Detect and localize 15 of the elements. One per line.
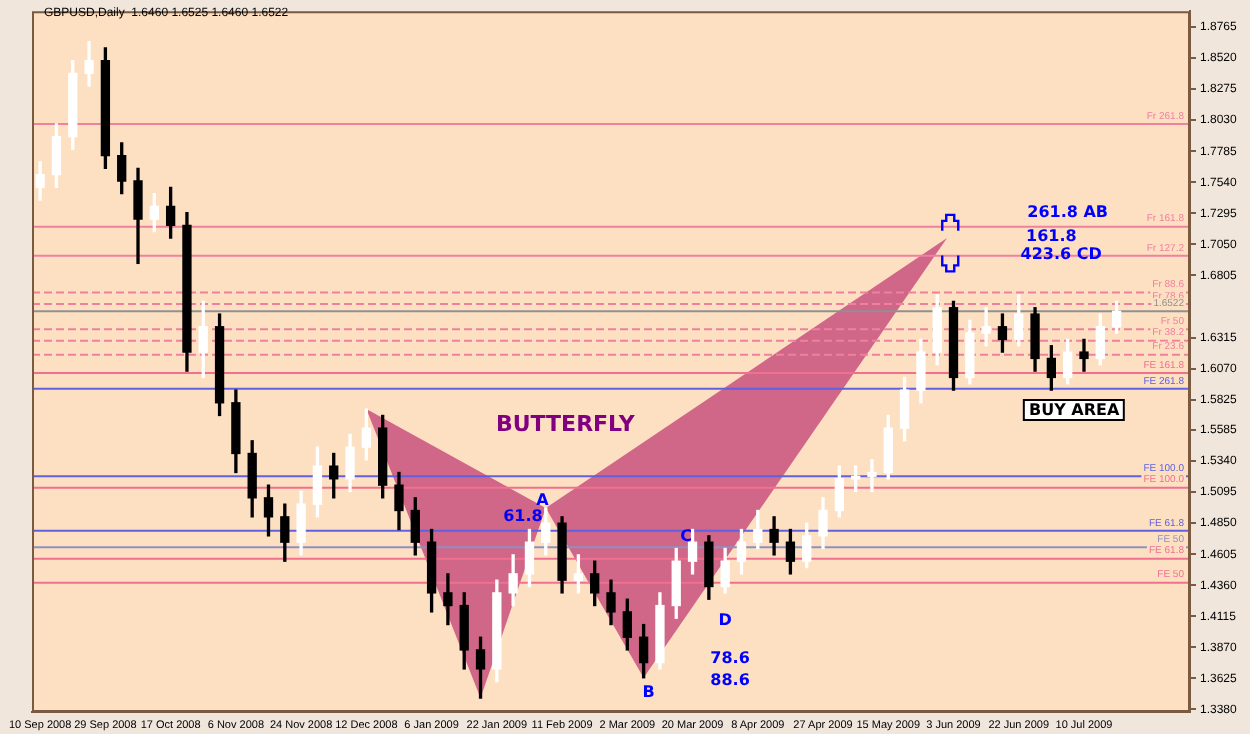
annotation: BUY AREA: [1023, 398, 1126, 421]
candlestick: [981, 307, 991, 347]
annotation: C: [680, 526, 692, 545]
candlestick: [867, 459, 877, 493]
annotation: 423.6 CD: [1020, 245, 1102, 264]
candlestick: [1079, 338, 1089, 372]
annotation: BUTTERFLY: [495, 411, 635, 438]
annotation: D: [718, 611, 732, 630]
annotation: 61.8: [503, 506, 543, 525]
annotation: 78.6: [710, 648, 750, 667]
annotation: A: [536, 490, 549, 509]
annotation: B: [642, 683, 655, 702]
annotation: 161.8: [1026, 227, 1077, 246]
annotation: 88.6: [710, 670, 750, 689]
annotation: 261.8 AB: [1027, 203, 1109, 222]
